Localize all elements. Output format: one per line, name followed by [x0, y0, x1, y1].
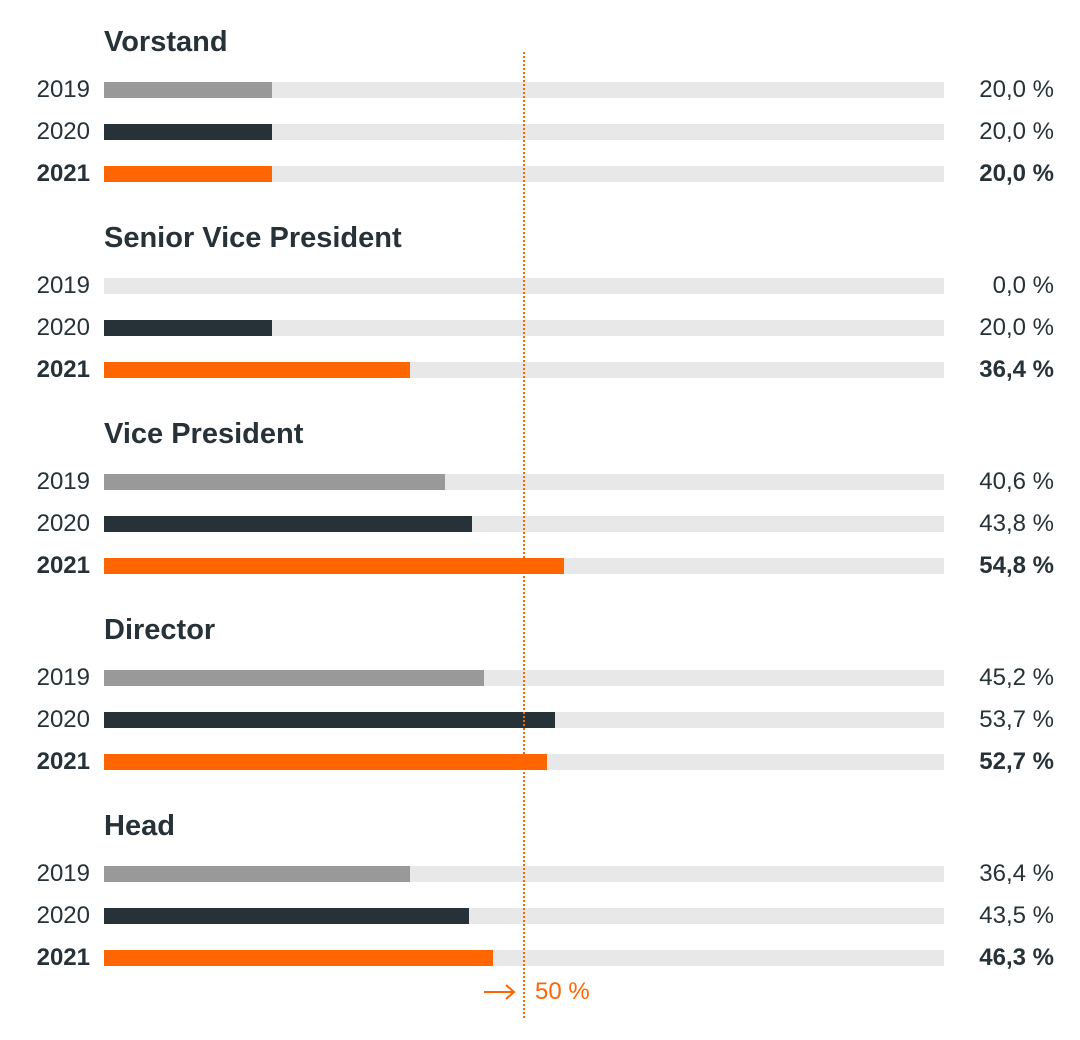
group-title: Vice President — [104, 418, 304, 450]
value-label: 53,7 % — [979, 706, 1054, 733]
bar — [104, 166, 272, 182]
value-label: 43,8 % — [979, 510, 1054, 537]
value-label: 45,2 % — [979, 664, 1054, 691]
bar — [104, 124, 272, 140]
year-label: 2019 — [36, 76, 90, 103]
bar — [104, 670, 484, 686]
year-label: 2021 — [36, 356, 90, 383]
bar — [104, 866, 410, 882]
bar — [104, 908, 470, 924]
value-label: 40,6 % — [979, 468, 1054, 495]
group-title: Senior Vice President — [104, 222, 402, 254]
value-label: 20,0 % — [979, 314, 1054, 341]
bar — [104, 474, 446, 490]
year-label: 2019 — [36, 272, 90, 299]
value-label: 36,4 % — [979, 860, 1054, 887]
reference-line-label: 50 % — [535, 978, 590, 1005]
value-label: 20,0 % — [979, 76, 1054, 103]
year-label: 2021 — [36, 160, 90, 187]
year-label: 2020 — [36, 706, 90, 733]
value-label: 43,5 % — [979, 902, 1054, 929]
value-label: 0,0 % — [992, 272, 1054, 299]
year-label: 2019 — [36, 468, 90, 495]
year-label: 2021 — [36, 748, 90, 775]
year-label: 2020 — [36, 510, 90, 537]
value-label: 46,3 % — [979, 944, 1054, 971]
value-label: 36,4 % — [979, 356, 1054, 383]
group-title: Head — [104, 810, 175, 842]
bar — [104, 82, 272, 98]
year-label: 2020 — [36, 314, 90, 341]
reference-line — [523, 52, 525, 1018]
year-label: 2021 — [36, 944, 90, 971]
year-label: 2019 — [36, 664, 90, 691]
bar — [104, 754, 547, 770]
year-label: 2019 — [36, 860, 90, 887]
bar — [104, 362, 410, 378]
value-label: 20,0 % — [979, 118, 1054, 145]
arrow-right-icon — [484, 984, 516, 1000]
bar — [104, 516, 472, 532]
year-label: 2021 — [36, 552, 90, 579]
value-label: 54,8 % — [979, 552, 1054, 579]
bar — [104, 320, 272, 336]
year-label: 2020 — [36, 902, 90, 929]
bar — [104, 712, 556, 728]
year-label: 2020 — [36, 118, 90, 145]
bar — [104, 558, 565, 574]
value-label: 20,0 % — [979, 160, 1054, 187]
group-title: Director — [104, 614, 216, 646]
bar — [104, 950, 493, 966]
value-label: 52,7 % — [979, 748, 1054, 775]
group-title: Vorstand — [104, 26, 228, 58]
